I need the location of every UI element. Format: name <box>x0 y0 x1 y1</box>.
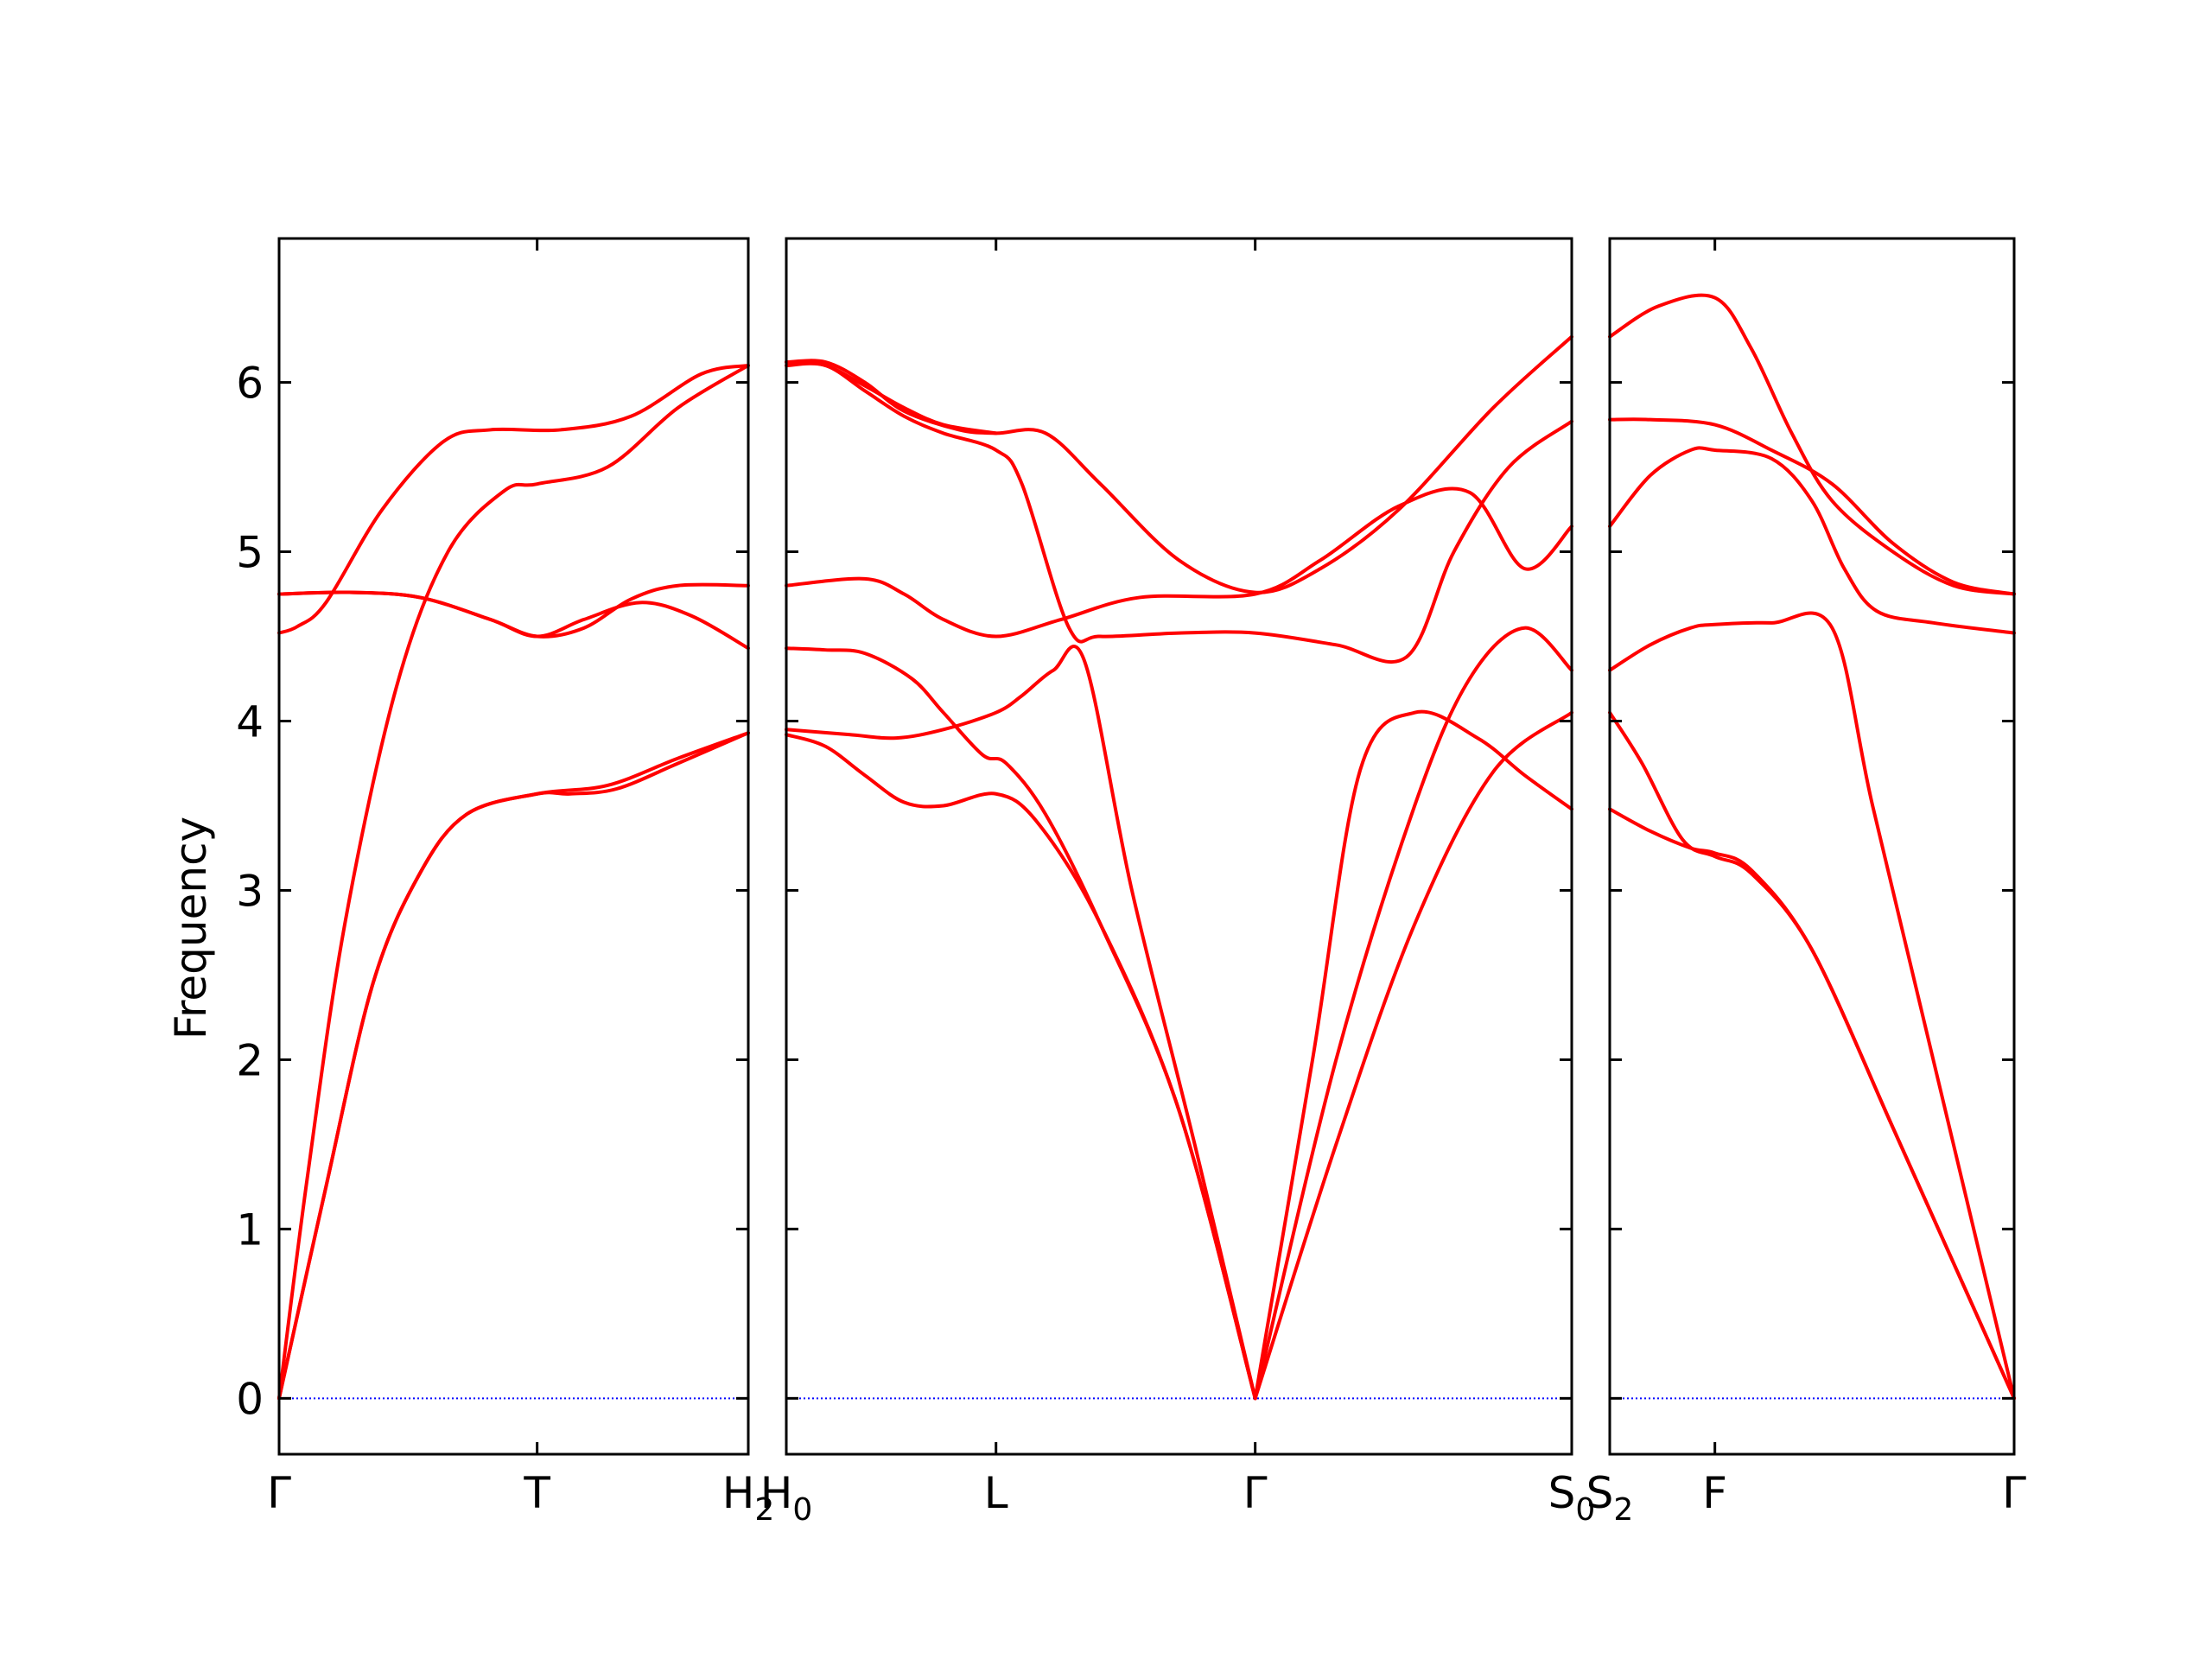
band-line-2 <box>785 645 1257 1401</box>
band-line-9 <box>1253 710 1573 1401</box>
y-tick-label: 6 <box>236 359 264 409</box>
panel-3: S2 F Γ <box>1586 237 2026 1528</box>
x-tick-label: Γ <box>267 1468 291 1518</box>
y-tick-label: 1 <box>236 1205 264 1255</box>
x-tick-label: T <box>523 1468 550 1518</box>
panel-1: 0 1 2 3 4 5 6 Γ T H2 <box>236 237 775 1528</box>
band-line-8 <box>1253 709 1573 1401</box>
panel-frame <box>277 237 750 1456</box>
x-tick-label: H0 <box>760 1468 813 1528</box>
y-tick-label: 3 <box>236 866 264 916</box>
band-line-3 <box>277 731 750 1401</box>
band-line-6 <box>277 590 750 651</box>
y-axis-label: Frequency <box>166 817 216 1039</box>
x-tick-label: Γ <box>1243 1468 1268 1518</box>
x-tick-label: F <box>1702 1468 1727 1518</box>
x-tick-label: S2 <box>1586 1468 1634 1528</box>
x-tick-label: Γ <box>2002 1468 2026 1518</box>
x-tick-label: S0 <box>1548 1468 1596 1528</box>
y-tick-label: 4 <box>236 696 264 747</box>
band-line-10 <box>1253 626 1573 1401</box>
band-line-4 <box>1608 446 2016 635</box>
band-line-2 <box>277 363 750 1401</box>
x-tick-label: L <box>984 1468 1008 1518</box>
y-tick-label: 2 <box>236 1035 264 1085</box>
band-line-3 <box>1608 611 2016 1401</box>
x-tick-label: H2 <box>722 1468 775 1528</box>
band-line-4 <box>785 486 1573 639</box>
band-line-4 <box>277 363 750 635</box>
band-line-6 <box>1608 293 2016 596</box>
y-tick-label: 5 <box>236 528 264 578</box>
panel-2: H0 L Γ S0 <box>760 237 1596 1528</box>
panel-frame <box>785 237 1573 1456</box>
band-line-7 <box>785 360 998 435</box>
band-line-3 <box>785 646 1257 1401</box>
panel-frame <box>1608 237 2016 1456</box>
band-line-2 <box>1608 807 2016 1401</box>
y-tick-label: 0 <box>236 1374 264 1424</box>
band-line-5 <box>785 361 1573 664</box>
